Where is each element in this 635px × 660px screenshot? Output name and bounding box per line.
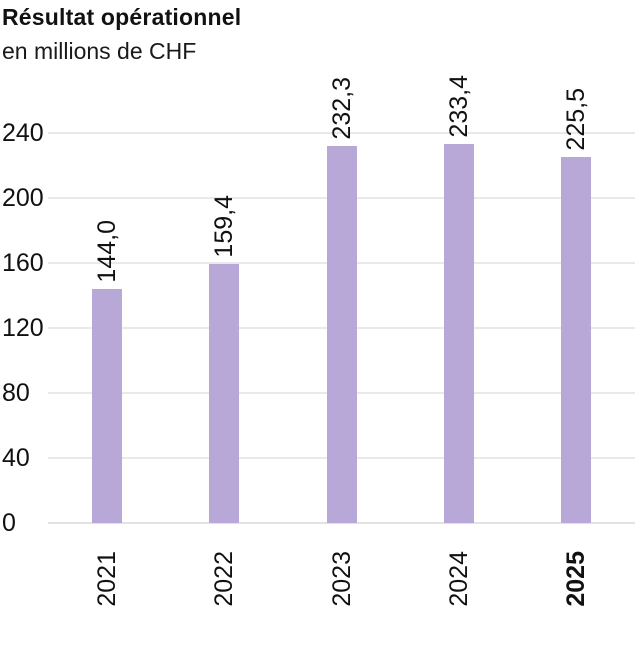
bar-2023 — [326, 146, 357, 523]
value-label: 159,4 — [210, 195, 239, 258]
value-label: 225,5 — [562, 88, 591, 151]
y-tick-label: 120 — [2, 314, 44, 342]
y-tick-label: 80 — [2, 379, 30, 407]
value-label: 232,3 — [327, 77, 356, 140]
gridline — [48, 132, 635, 134]
x-category-label: 2024 — [444, 551, 473, 607]
y-tick-label: 40 — [2, 444, 30, 472]
y-tick-label: 240 — [2, 119, 44, 147]
x-category-label: 2022 — [210, 551, 239, 607]
y-tick-label: 160 — [2, 249, 44, 277]
y-tick-label: 0 — [2, 509, 16, 537]
x-category-label: 2023 — [327, 551, 356, 607]
bar-2022 — [209, 264, 240, 523]
x-category-label: 2021 — [92, 551, 121, 607]
chart-subtitle: en millions de CHF — [2, 38, 197, 64]
bar-2025 — [561, 157, 592, 523]
x-axis-line — [48, 522, 635, 524]
x-category-label: 2025 — [562, 551, 591, 607]
bar-2024 — [443, 144, 474, 523]
y-tick-label: 200 — [2, 184, 44, 212]
bar-chart: 144,0 2021 159,4 2022 232,3 2023 233,4 2024 225,… — [0, 75, 635, 633]
bar-2021 — [91, 289, 122, 523]
plot-area: 144,0 2021 159,4 2022 232,3 2023 233,4 2024 225,… — [48, 75, 635, 607]
value-label: 233,4 — [444, 75, 473, 138]
value-label: 144,0 — [92, 220, 121, 283]
chart-title: Résultat opérationnel — [2, 4, 242, 30]
